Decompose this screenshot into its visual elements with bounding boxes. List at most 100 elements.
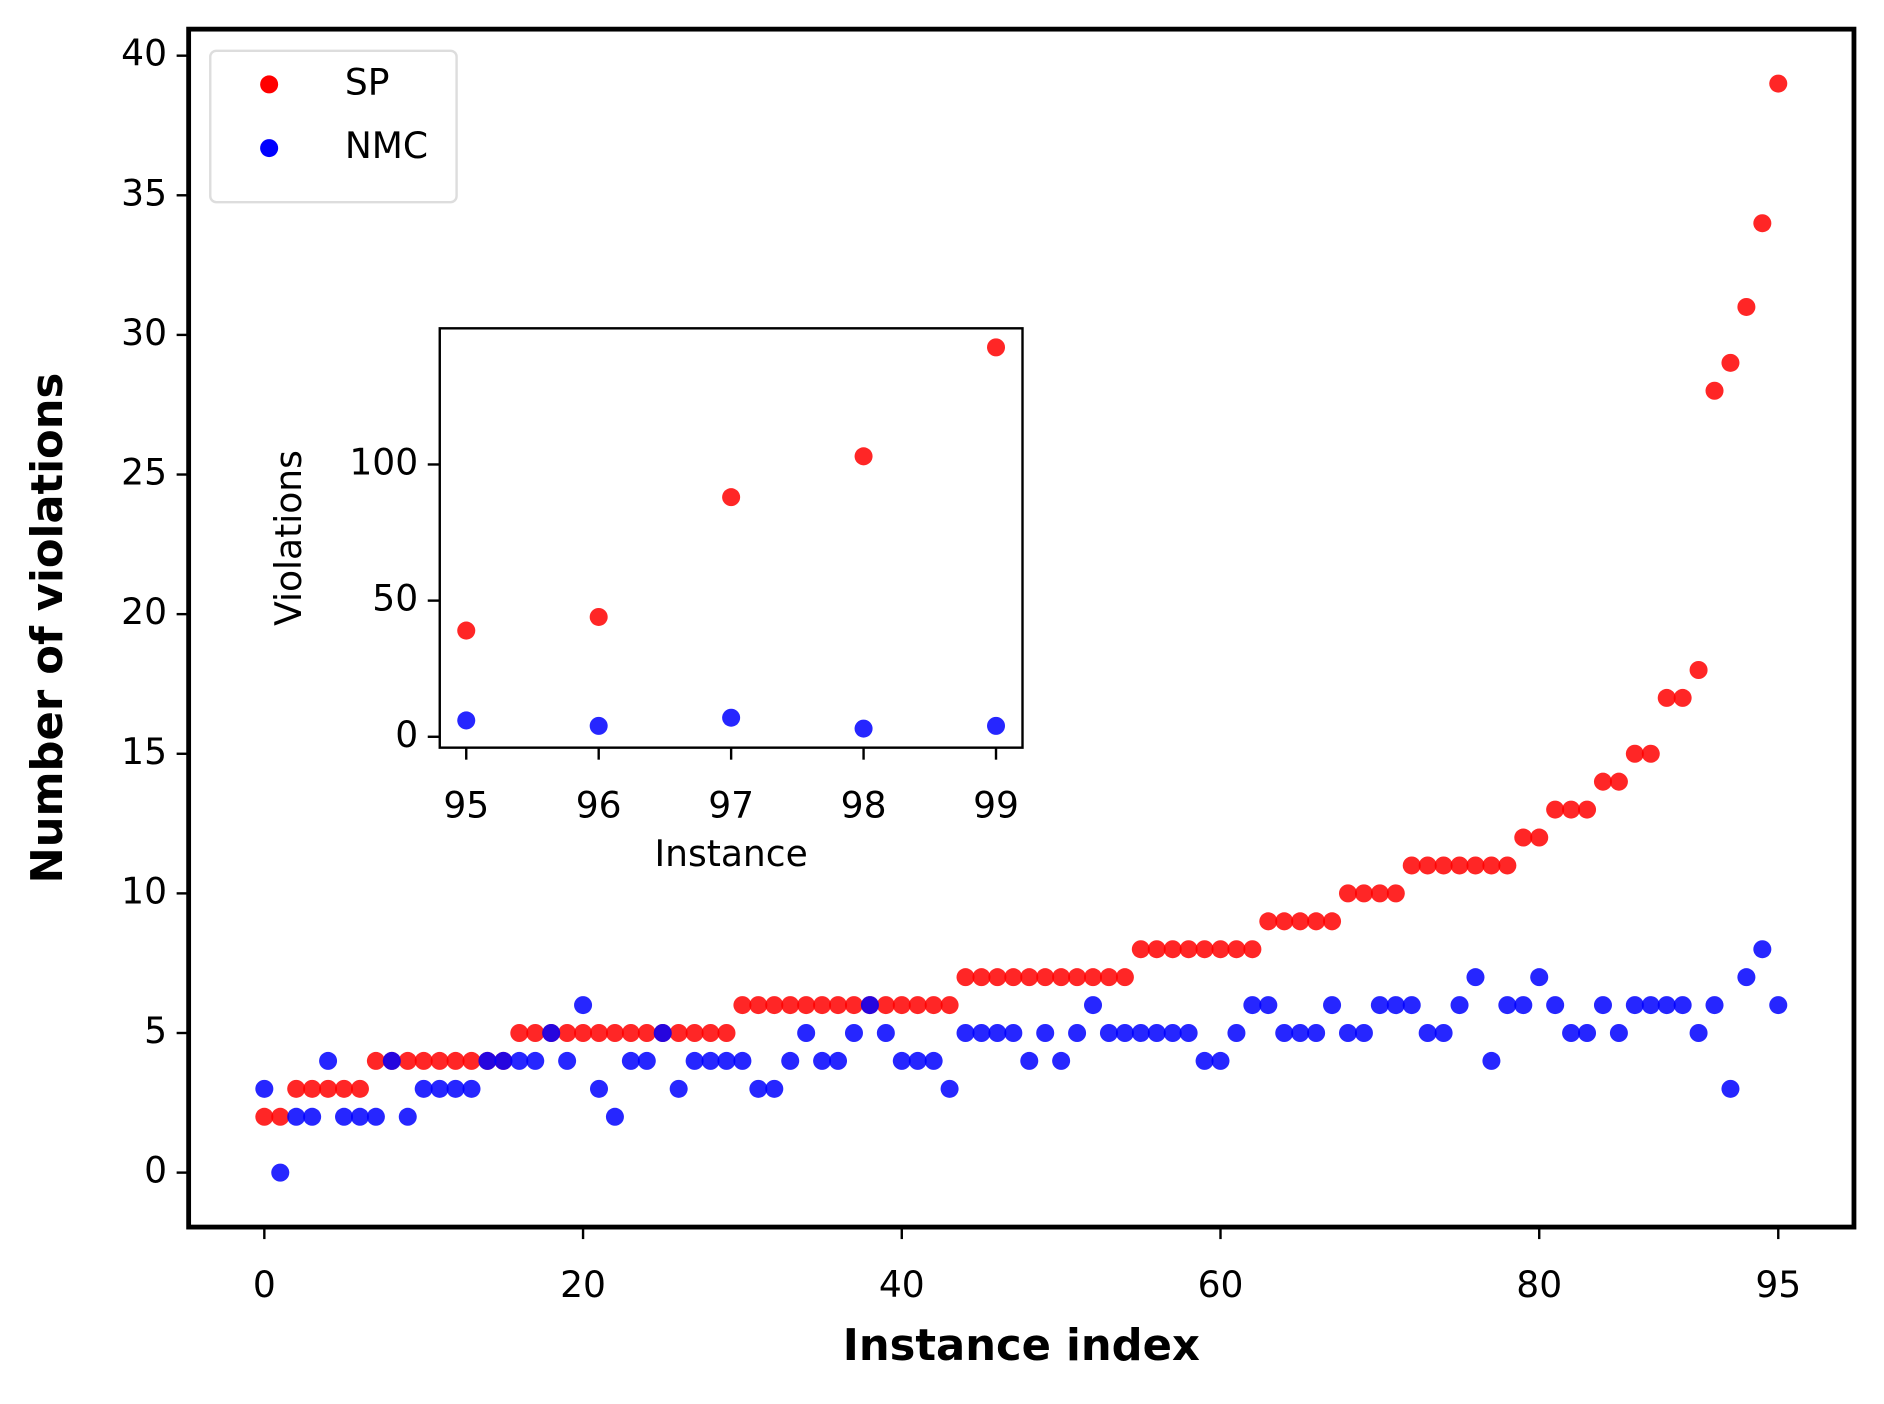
point xyxy=(892,996,911,1015)
point xyxy=(1386,884,1405,903)
point xyxy=(1769,996,1788,1015)
point xyxy=(1434,856,1453,875)
point xyxy=(589,716,608,735)
y-tick-label: 5 xyxy=(144,1011,167,1052)
point xyxy=(287,1107,306,1126)
point xyxy=(446,1079,465,1098)
legend-label: NMC xyxy=(345,126,428,167)
legend-label: SP xyxy=(345,62,390,103)
point xyxy=(510,1023,529,1043)
point xyxy=(637,1051,656,1070)
point xyxy=(733,996,752,1015)
point xyxy=(558,1023,577,1043)
point xyxy=(430,1079,449,1098)
point xyxy=(1179,940,1198,959)
point xyxy=(1291,1023,1310,1043)
point xyxy=(526,1051,545,1070)
point xyxy=(1721,1079,1740,1098)
point xyxy=(1291,912,1310,931)
point xyxy=(669,1023,688,1043)
point xyxy=(1578,800,1597,819)
point xyxy=(457,711,476,730)
point xyxy=(956,1023,975,1043)
point xyxy=(1657,996,1676,1015)
point xyxy=(574,1023,593,1043)
point xyxy=(987,716,1006,735)
point xyxy=(335,1107,354,1126)
point xyxy=(781,1051,800,1070)
point xyxy=(1370,884,1389,903)
point xyxy=(940,996,959,1015)
point xyxy=(574,996,593,1015)
point xyxy=(1275,912,1294,931)
point xyxy=(1036,968,1055,987)
point xyxy=(1179,1023,1198,1043)
point xyxy=(366,1051,385,1070)
point xyxy=(255,1079,274,1098)
point xyxy=(1147,1023,1166,1043)
point xyxy=(701,1051,720,1070)
y-tick-label: 0 xyxy=(395,715,418,756)
x-tick-label: 95 xyxy=(1755,1265,1801,1306)
point xyxy=(494,1051,513,1070)
y-tick-label: 40 xyxy=(121,34,167,75)
point xyxy=(1131,1023,1150,1043)
point xyxy=(1402,856,1421,875)
point xyxy=(1259,996,1278,1015)
point xyxy=(1115,968,1134,987)
point xyxy=(350,1107,369,1126)
x-axis-label: Instance index xyxy=(843,1321,1200,1371)
point xyxy=(1482,1051,1501,1070)
point xyxy=(1275,1023,1294,1043)
point xyxy=(1163,940,1182,959)
point xyxy=(1052,968,1071,987)
point xyxy=(1466,856,1485,875)
x-tick-label: 98 xyxy=(841,786,887,827)
point xyxy=(1211,940,1230,959)
axes-frame xyxy=(186,26,1857,1230)
point xyxy=(1769,74,1788,93)
point xyxy=(1020,968,1039,987)
point xyxy=(1609,772,1628,791)
point xyxy=(1036,1023,1055,1043)
point xyxy=(1004,1023,1023,1043)
y-tick-label: 20 xyxy=(121,592,167,633)
point xyxy=(1307,1023,1326,1043)
point xyxy=(542,1023,561,1043)
point xyxy=(1099,968,1118,987)
point xyxy=(1673,996,1692,1015)
x-tick-label: 0 xyxy=(253,1265,276,1306)
x-tick-label: 97 xyxy=(708,786,754,827)
point xyxy=(722,708,741,727)
x-tick-label: 80 xyxy=(1516,1265,1562,1306)
point xyxy=(319,1079,338,1098)
y-axis-label: Number of violations xyxy=(23,373,73,884)
point xyxy=(1721,353,1740,372)
y-tick-label: 10 xyxy=(121,871,167,912)
point xyxy=(1099,1023,1118,1043)
point xyxy=(1004,968,1023,987)
point xyxy=(621,1051,640,1070)
point xyxy=(797,1023,816,1043)
x-tick-label: 40 xyxy=(879,1265,925,1306)
point xyxy=(303,1107,322,1126)
point xyxy=(829,1051,848,1070)
x-tick-label: 95 xyxy=(443,786,489,827)
point xyxy=(287,1079,306,1098)
point xyxy=(1259,912,1278,931)
legend-marker xyxy=(260,75,279,94)
point xyxy=(1370,996,1389,1015)
y-tick-label: 35 xyxy=(121,173,167,214)
point xyxy=(685,1023,704,1043)
point xyxy=(653,1023,672,1043)
point xyxy=(1131,940,1150,959)
x-tick-label: 60 xyxy=(1198,1265,1244,1306)
point xyxy=(605,1107,624,1126)
y-tick-label: 100 xyxy=(349,442,418,483)
point xyxy=(398,1107,417,1126)
point xyxy=(414,1079,433,1098)
point xyxy=(382,1051,401,1070)
point xyxy=(717,1023,736,1043)
point xyxy=(303,1079,322,1098)
